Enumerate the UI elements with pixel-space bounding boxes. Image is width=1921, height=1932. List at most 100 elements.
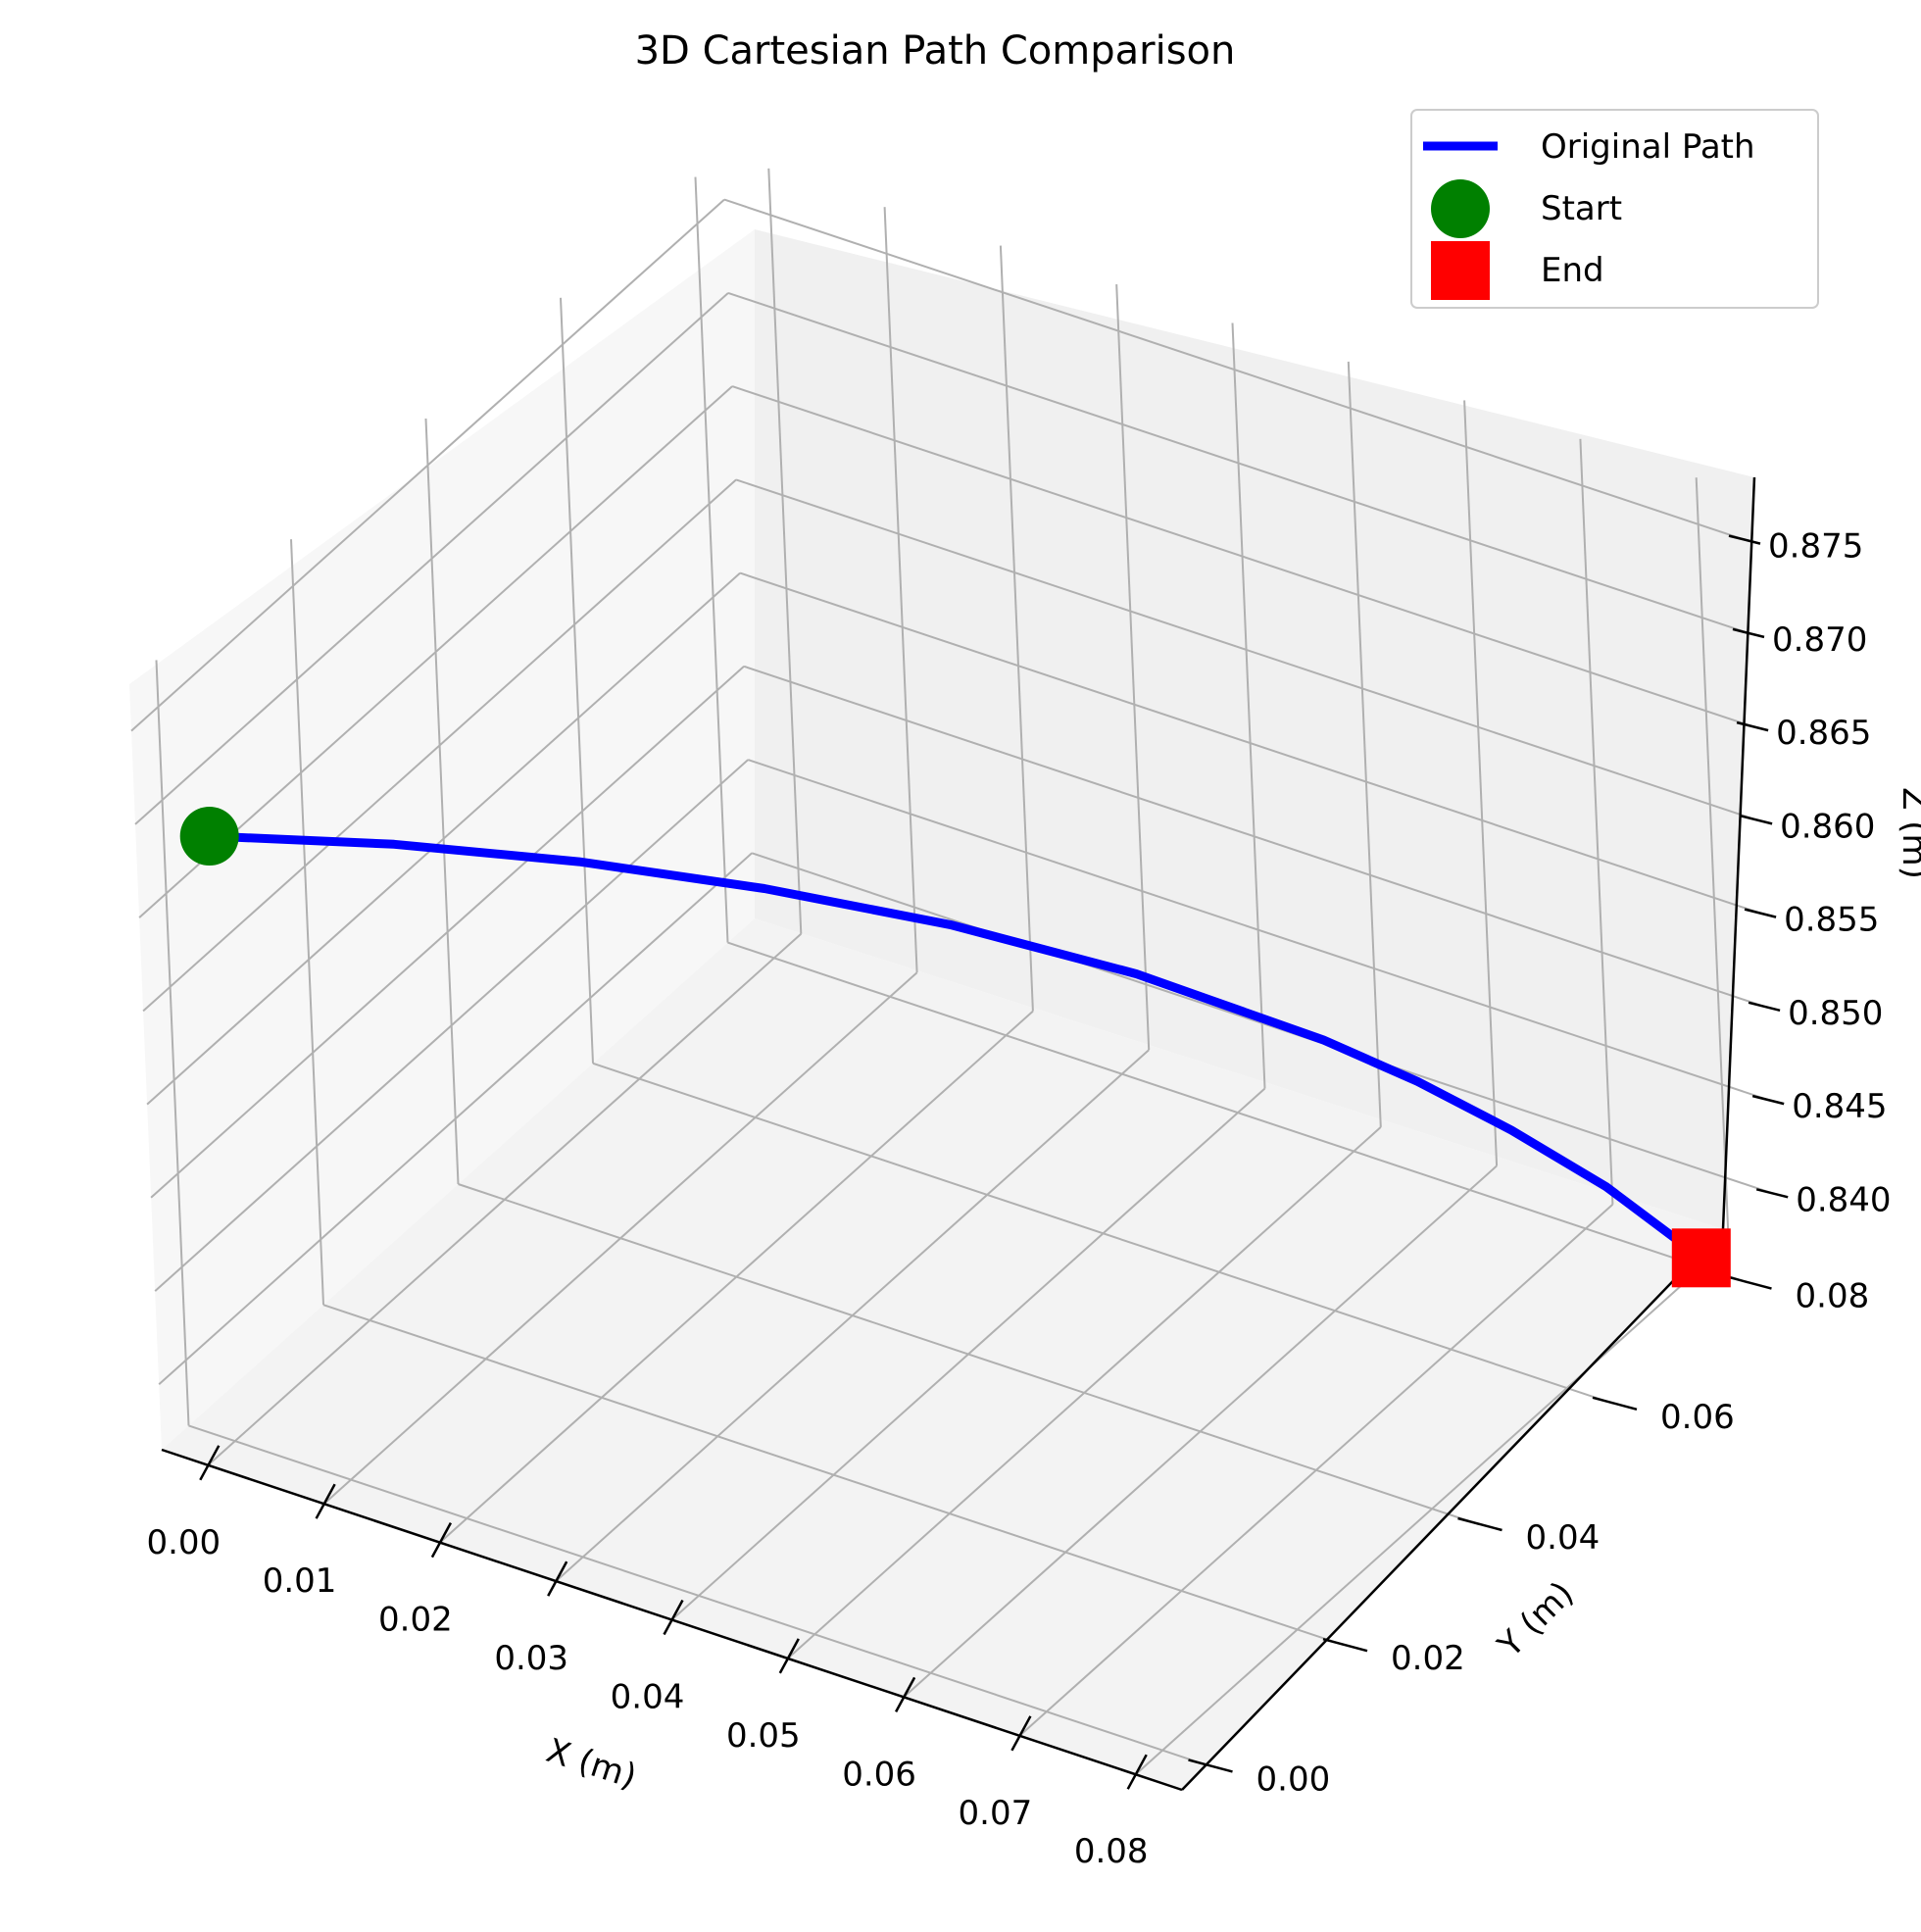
z-tick-label: 0.850 xyxy=(1788,994,1883,1033)
grid-line-z-back xyxy=(723,198,1746,541)
grid-line-z-left xyxy=(146,571,741,1106)
grid-line-x-back xyxy=(1695,477,1730,1244)
grid-line-y-floor xyxy=(188,1424,1209,1767)
grid-line-y-left xyxy=(155,660,190,1426)
grid-line-z-back xyxy=(747,759,1769,1102)
y-tick-mark xyxy=(1727,1275,1772,1290)
axis-ticks: 0.00 0.01 0.02 0.03 0.04 0.05 0.06 0.07 0.08 0.00… xyxy=(146,527,1891,1872)
y-axis-label: Y (m) xyxy=(1490,1574,1582,1666)
x-tick-label: 0.02 xyxy=(378,1601,453,1640)
x-tick-mark xyxy=(1126,1754,1148,1790)
chart-title: 3D Cartesian Path Comparison xyxy=(635,28,1236,74)
z-tick-mark xyxy=(1732,627,1765,639)
grid-line-y-left xyxy=(560,297,594,1064)
y-tick-label: 0.04 xyxy=(1526,1518,1601,1558)
z-tick-mark xyxy=(1744,908,1777,918)
legend-box xyxy=(1410,109,1819,309)
legend-marker-end xyxy=(1431,241,1490,300)
x-tick-mark xyxy=(430,1522,452,1559)
y-tick-label: 0.08 xyxy=(1796,1277,1870,1316)
x-tick-label: 0.05 xyxy=(726,1716,801,1756)
x-tick-mark xyxy=(1010,1715,1032,1752)
grid-line-z-left xyxy=(150,666,745,1199)
legend-label-start: Start xyxy=(1541,189,1622,228)
start-marker xyxy=(179,807,239,866)
series-layer xyxy=(179,807,1731,1288)
z-tick-mark xyxy=(1751,1094,1785,1106)
z-tick-label: 0.860 xyxy=(1780,807,1875,846)
x-tick-label: 0.00 xyxy=(146,1523,221,1562)
grid-line-x-back xyxy=(1231,322,1266,1089)
x-tick-mark xyxy=(199,1445,221,1481)
grid-line-y-left xyxy=(694,176,729,943)
legend: Original Path Start End xyxy=(1410,109,1819,309)
grid-lines xyxy=(130,168,1773,1775)
z-tick-label: 0.845 xyxy=(1792,1087,1887,1126)
grid-line-y-floor xyxy=(592,1062,1614,1405)
y-tick-label: 0.00 xyxy=(1256,1759,1331,1799)
legend-label-original-path: Original Path xyxy=(1541,127,1755,167)
axis-panes xyxy=(129,229,1754,1790)
x-tick-label: 0.03 xyxy=(494,1639,568,1678)
grid-line-z-back xyxy=(735,478,1757,821)
grid-line-y-left xyxy=(290,539,324,1306)
grid-line-z-back xyxy=(751,852,1773,1195)
y-tick-mark xyxy=(1592,1396,1638,1412)
z-tick-mark xyxy=(1728,534,1761,545)
floor-pane-xy xyxy=(162,918,1723,1790)
grid-line-z-left xyxy=(154,759,749,1292)
grid-line-z-back xyxy=(727,291,1749,634)
y-tick-mark xyxy=(1457,1516,1502,1532)
z-axis-label: Z (m) xyxy=(1895,787,1921,879)
grid-line-z-back xyxy=(743,665,1765,1008)
legend-label-end: End xyxy=(1541,251,1604,290)
x-tick-mark xyxy=(778,1638,800,1674)
legend-marker-start xyxy=(1431,179,1490,238)
grid-line-z-left xyxy=(138,385,733,918)
x-tick-mark xyxy=(315,1483,336,1519)
x-axis-label: X (m) xyxy=(542,1731,642,1797)
grid-line-z-left xyxy=(142,478,737,1013)
z-tick-mark xyxy=(1755,1188,1789,1199)
x-tick-mark xyxy=(895,1676,916,1712)
grid-line-x-back xyxy=(1579,438,1614,1205)
z-tick-mark xyxy=(1748,1001,1781,1013)
z-tick-mark xyxy=(1736,720,1769,732)
grid-line-x-back xyxy=(767,168,803,934)
y-tick-label: 0.06 xyxy=(1660,1398,1735,1437)
z-tick-label: 0.865 xyxy=(1776,714,1871,753)
z-tick-label: 0.875 xyxy=(1768,527,1863,567)
grid-line-z-back xyxy=(731,385,1753,728)
end-marker xyxy=(1671,1228,1731,1288)
grid-line-y-floor xyxy=(727,941,1749,1284)
grid-line-y-left xyxy=(424,418,460,1185)
grid-line-z-left xyxy=(158,852,753,1386)
y-tick-mark xyxy=(1322,1637,1368,1653)
grid-line-z-left xyxy=(134,292,729,825)
y-axis-line xyxy=(1181,1228,1724,1791)
grid-line-y-floor xyxy=(458,1183,1479,1525)
grid-line-x-back xyxy=(1463,400,1499,1166)
x-tick-label: 0.07 xyxy=(959,1794,1033,1833)
grid-line-z-left xyxy=(130,198,725,732)
grid-line-z-back xyxy=(739,571,1761,915)
series-line-original-path xyxy=(209,831,1704,1262)
z-tick-label: 0.855 xyxy=(1784,901,1879,940)
y-tick-label: 0.02 xyxy=(1391,1639,1465,1678)
x-tick-label: 0.08 xyxy=(1074,1832,1149,1871)
grid-line-x-back xyxy=(999,245,1034,1012)
grid-line-y-floor xyxy=(322,1304,1345,1647)
grid-line-x-back xyxy=(883,207,918,973)
x-tick-mark xyxy=(663,1599,684,1636)
x-tick-label: 0.04 xyxy=(611,1678,685,1717)
z-tick-mark xyxy=(1740,815,1773,825)
x-tick-mark xyxy=(547,1560,568,1597)
x-tick-label: 0.01 xyxy=(263,1561,337,1601)
grid-line-x-back xyxy=(1115,284,1151,1051)
z-axis-line xyxy=(1721,476,1756,1230)
z-tick-label: 0.870 xyxy=(1772,620,1867,660)
grid-line-x-back xyxy=(1347,361,1382,1127)
z-tick-label: 0.840 xyxy=(1796,1180,1891,1219)
